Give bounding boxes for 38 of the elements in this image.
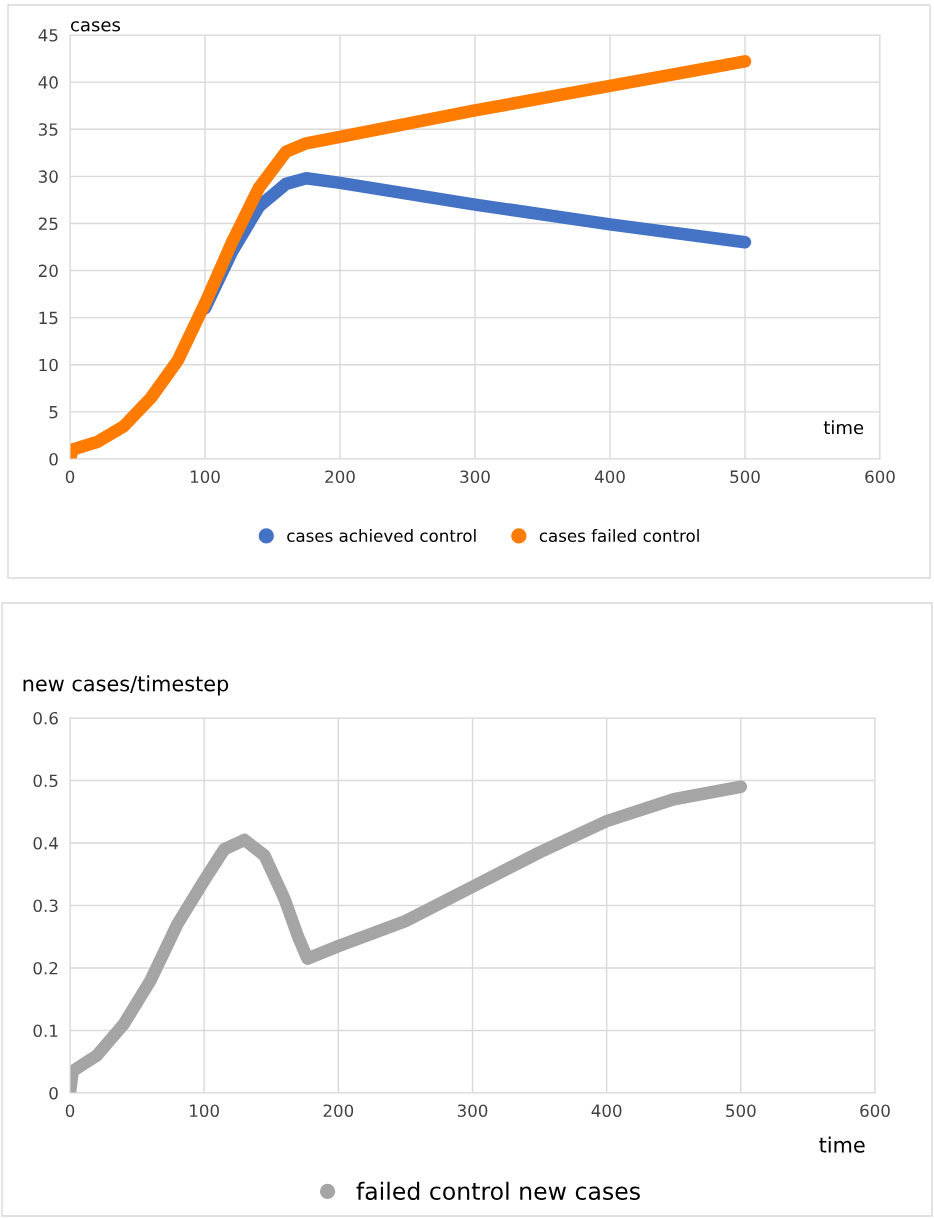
x-tick-label: 400 <box>591 1104 622 1118</box>
y-tick-label: 35 <box>38 123 58 136</box>
y-tick-label: 10 <box>39 358 58 372</box>
y-tick-label: 45 <box>38 29 58 42</box>
x-tick-label: 0 <box>65 470 75 484</box>
y-tick-label: 0.4 <box>33 836 58 850</box>
y-axis-title: cases <box>71 21 121 32</box>
y-tick-label: 25 <box>38 217 58 231</box>
y-tick-label: 0.3 <box>33 899 58 913</box>
y-tick-label: 0.2 <box>33 961 58 975</box>
y-tick-label: 0 <box>49 1086 58 1100</box>
legend-label: cases failed control <box>539 529 699 543</box>
x-tick-label: 400 <box>594 470 625 484</box>
x-tick-label: 0 <box>65 1104 75 1118</box>
y-tick-label: 30 <box>38 170 58 183</box>
x-tick-label: 300 <box>457 1104 488 1118</box>
y-tick-label: 15 <box>39 311 58 325</box>
legend-label: failed control new cases <box>356 1181 640 1201</box>
x-tick-label: 200 <box>323 1104 354 1118</box>
x-tick-label: 500 <box>730 470 760 484</box>
x-tick-label: 100 <box>190 1104 219 1118</box>
x-tick-label: 100 <box>190 470 220 484</box>
x-axis-title: time <box>823 420 864 435</box>
y-tick-label: 0 <box>49 452 58 466</box>
x-tick-label: 600 <box>860 1104 890 1118</box>
x-tick-label: 300 <box>460 470 490 484</box>
y-tick-label: 5 <box>49 406 58 419</box>
y-tick-label: 0.5 <box>33 774 58 788</box>
y-axis-title: new cases/timestep <box>23 675 229 696</box>
y-tick-label: 20 <box>38 264 58 278</box>
y-tick-label: 40 <box>38 76 58 89</box>
x-tick-label: 600 <box>865 470 895 484</box>
x-axis-title: time <box>819 1136 865 1153</box>
y-tick-label: 0.1 <box>33 1024 58 1038</box>
x-tick-label: 200 <box>325 470 355 484</box>
x-tick-label: 500 <box>726 1104 756 1118</box>
legend-label: cases achieved control <box>287 529 476 543</box>
y-tick-label: 0.6 <box>33 711 58 725</box>
